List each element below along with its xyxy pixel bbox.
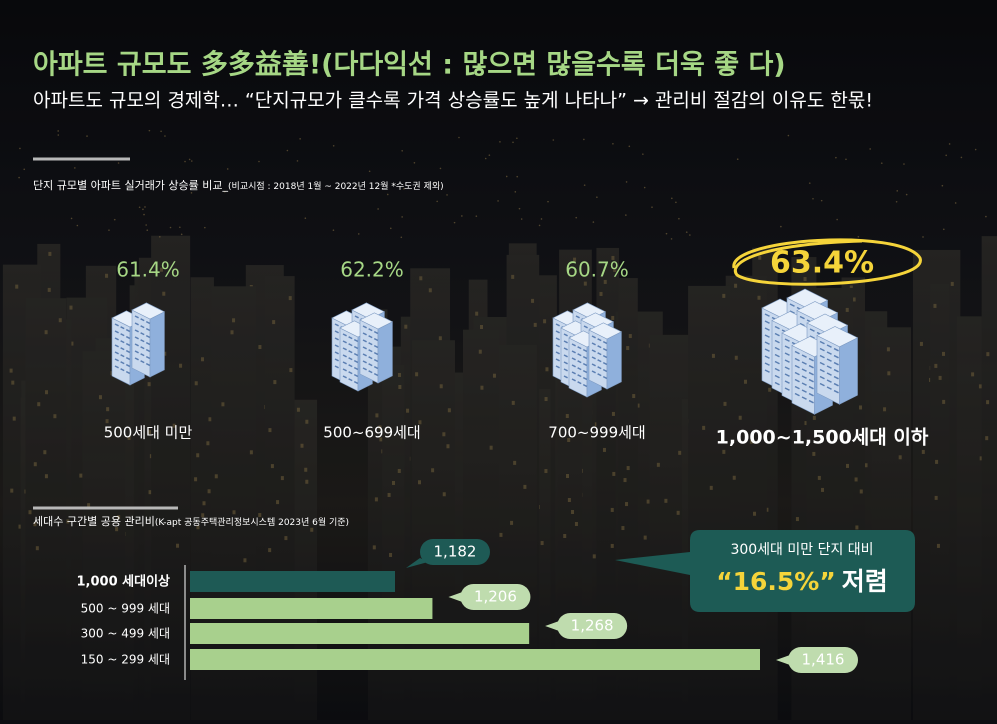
category-label: 500~699세대	[323, 424, 420, 442]
category-label: 500 ~ 999 세대	[81, 602, 170, 616]
section-title: 단지 규모별 아파트 실거래가 상승률 비교_(비교시점 : 2018년 1월 …	[33, 179, 444, 192]
value-label: 63.4%	[770, 246, 874, 281]
bar	[190, 571, 395, 592]
building-icon	[332, 303, 392, 391]
callout-line2: “16.5%”저렴	[716, 567, 888, 596]
bar	[190, 623, 529, 644]
value-label: 1,268	[571, 617, 614, 635]
bar	[190, 649, 760, 670]
building-icon	[112, 303, 164, 385]
callout-highlight: “16.5%”	[716, 567, 836, 596]
category-label: 500세대 미만	[104, 424, 193, 442]
category-label: 150 ~ 299 세대	[81, 653, 170, 667]
icon-side	[150, 312, 164, 377]
value-label: 1,416	[802, 651, 845, 669]
value-label: 1,182	[434, 543, 477, 561]
category-label: 1,000~1,500세대 이하	[716, 427, 929, 449]
section-title: 세대수 구간별 공용 관리비(K-apt 공동주택관리정보시스템 2023년 6…	[33, 515, 349, 528]
page-subtitle: 아파트도 규모의 경제학… “단지규모가 클수록 가격 상승률도 높게 나타나”…	[33, 90, 873, 112]
value-label: 61.4%	[116, 258, 180, 282]
section-title-note: (비교시점 : 2018년 1월 ~ 2022년 12월 *수도권 제외)	[228, 180, 444, 192]
icon-side	[378, 322, 392, 383]
page-title: 아파트 규모도 多多益善!(다다익선 : 많으면 많을수록 더욱 좋 다)	[33, 49, 786, 81]
callout-line1: 300세대 미만 단지 대비	[730, 542, 873, 558]
section-title-main: 단지 규모별 아파트 실거래가 상승률 비교_	[33, 179, 229, 192]
value-label: 62.2%	[340, 258, 404, 282]
icon-side	[607, 332, 621, 389]
section-title-main: 세대수 구간별 공용 관리비	[33, 515, 155, 528]
value-label: 1,206	[474, 588, 517, 606]
bar	[190, 598, 432, 619]
callout-suffix: 저렴	[842, 567, 888, 596]
icon-side	[840, 338, 858, 405]
category-label: 300 ~ 499 세대	[81, 627, 170, 641]
category-label: 700~999세대	[548, 424, 645, 442]
section-title-note: (K-apt 공동주택관리정보시스템 2023년 6월 기준)	[155, 516, 349, 528]
category-label: 1,000 세대이상	[77, 574, 171, 590]
value-label: 60.7%	[565, 258, 629, 282]
